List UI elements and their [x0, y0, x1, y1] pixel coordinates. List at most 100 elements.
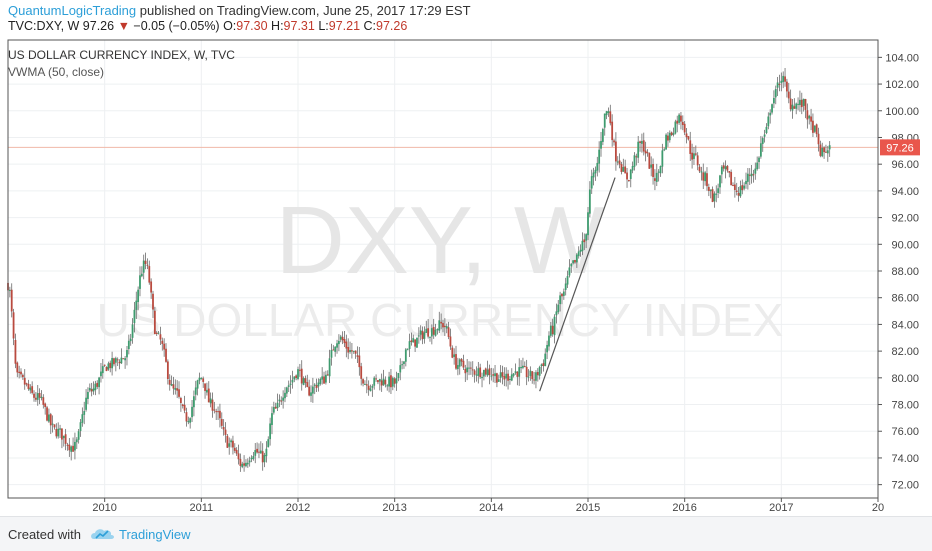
- candle-body: [518, 367, 521, 377]
- candle-body: [142, 260, 145, 273]
- candle-body: [29, 387, 32, 391]
- candle-body: [18, 371, 21, 374]
- candle-body: [761, 138, 764, 144]
- low-label: L:: [318, 19, 329, 33]
- candle-body: [529, 370, 532, 377]
- candle-body: [626, 172, 628, 180]
- candle-body: [328, 358, 331, 377]
- candle-body: [157, 332, 160, 334]
- candle-body: [501, 372, 504, 377]
- candle-body: [98, 377, 100, 388]
- candle-body: [453, 354, 456, 357]
- candle-body: [614, 141, 617, 162]
- last-price-tag: 97.26: [880, 139, 920, 156]
- candle-body: [120, 357, 123, 364]
- candle-body: [163, 343, 166, 350]
- candle-body: [694, 153, 697, 155]
- candle-body: [611, 121, 614, 141]
- candle-body: [806, 110, 809, 120]
- candle-body: [267, 439, 270, 448]
- x-tick-label: 20: [872, 502, 884, 512]
- candle-body: [191, 406, 193, 418]
- candle-body: [442, 323, 444, 328]
- candle-body: [778, 83, 781, 85]
- low-value: 97.21: [328, 19, 361, 33]
- created-with-label: Created with: [8, 527, 81, 542]
- candle-body: [412, 338, 415, 343]
- candle-body: [654, 178, 656, 181]
- candle-body: [641, 141, 643, 144]
- candle-body: [492, 374, 495, 376]
- candle-body: [568, 267, 571, 276]
- candle-body: [620, 164, 623, 172]
- candle-body: [27, 383, 30, 389]
- candle-body: [159, 334, 162, 340]
- candle-body: [609, 111, 612, 124]
- candle-body: [750, 173, 753, 177]
- candle-body: [306, 382, 309, 388]
- candle-body: [280, 400, 283, 402]
- candle-body: [70, 446, 73, 452]
- candle-body: [207, 388, 210, 403]
- candle-body: [704, 172, 707, 182]
- candle-body: [828, 145, 831, 150]
- candle-body: [739, 186, 742, 197]
- candle-body: [166, 361, 169, 380]
- trend-line[interactable]: [539, 177, 616, 392]
- price-axis[interactable]: 72.00 74.00 76.00 78.00 80.00 82.00 84.00 86.00…: [878, 52, 919, 492]
- candle-body: [14, 339, 17, 364]
- candle-body: [680, 115, 682, 122]
- candle-body: [484, 368, 487, 375]
- price-change: −0.05 (−0.05%): [133, 19, 220, 33]
- y-tick-label: 84.00: [891, 319, 919, 331]
- candle-body: [579, 249, 582, 252]
- candle-body: [417, 335, 420, 337]
- candle-body: [339, 336, 342, 340]
- candle-body: [622, 167, 625, 172]
- candle-body: [204, 383, 206, 391]
- candle-body: [269, 423, 272, 440]
- candle-body: [538, 366, 541, 376]
- x-tick-label: 2011: [190, 502, 214, 512]
- candle-body: [430, 328, 433, 337]
- candle-body: [378, 379, 381, 382]
- candle-body: [146, 264, 149, 266]
- y-tick-label: 74.00: [891, 453, 919, 465]
- candle-body: [743, 185, 746, 189]
- candle-body: [590, 176, 593, 189]
- high-label: H:: [271, 19, 284, 33]
- candle-body: [752, 174, 755, 176]
- candle-body: [799, 99, 801, 106]
- author-link[interactable]: QuantumLogicTrading: [8, 3, 137, 18]
- candle-body: [503, 376, 506, 380]
- candle-body: [509, 379, 511, 381]
- tradingview-cloud-icon[interactable]: [90, 526, 116, 542]
- price-chart[interactable]: DXY, W US DOLLAR CURRENCY INDEX 72.00 74.…: [0, 38, 932, 512]
- candle-body: [546, 344, 549, 353]
- candle-body: [252, 456, 255, 459]
- chart-panel[interactable]: DXY, W US DOLLAR CURRENCY INDEX 72.00 74.…: [0, 38, 932, 512]
- candle-body: [488, 368, 491, 376]
- candle-body: [211, 399, 214, 411]
- candle-body: [72, 445, 74, 452]
- candle-body: [672, 133, 675, 135]
- candle-body: [127, 340, 130, 350]
- candle-body: [261, 451, 264, 463]
- candle-body: [574, 259, 576, 263]
- y-tick-label: 90.00: [891, 239, 919, 251]
- y-tick-label: 80.00: [891, 373, 919, 385]
- candle-body: [607, 111, 610, 113]
- tradingview-link[interactable]: TradingView: [119, 527, 191, 542]
- candle-body: [237, 453, 240, 460]
- candle-body: [655, 172, 658, 182]
- candle-body: [206, 389, 208, 393]
- candle-body: [516, 371, 519, 377]
- candle-body: [780, 80, 783, 84]
- quote-line: TVC:DXY, W 97.26 ▼ −0.05 (−0.05%) O:97.3…: [8, 19, 407, 33]
- candle-body: [347, 346, 350, 353]
- candle-body: [720, 166, 723, 175]
- candle-body: [631, 165, 634, 171]
- candle-body: [34, 397, 37, 400]
- candle-body: [87, 391, 89, 399]
- time-axis[interactable]: 2010 2011 2012 2013 2014 2015 2016 2017 20: [92, 498, 884, 512]
